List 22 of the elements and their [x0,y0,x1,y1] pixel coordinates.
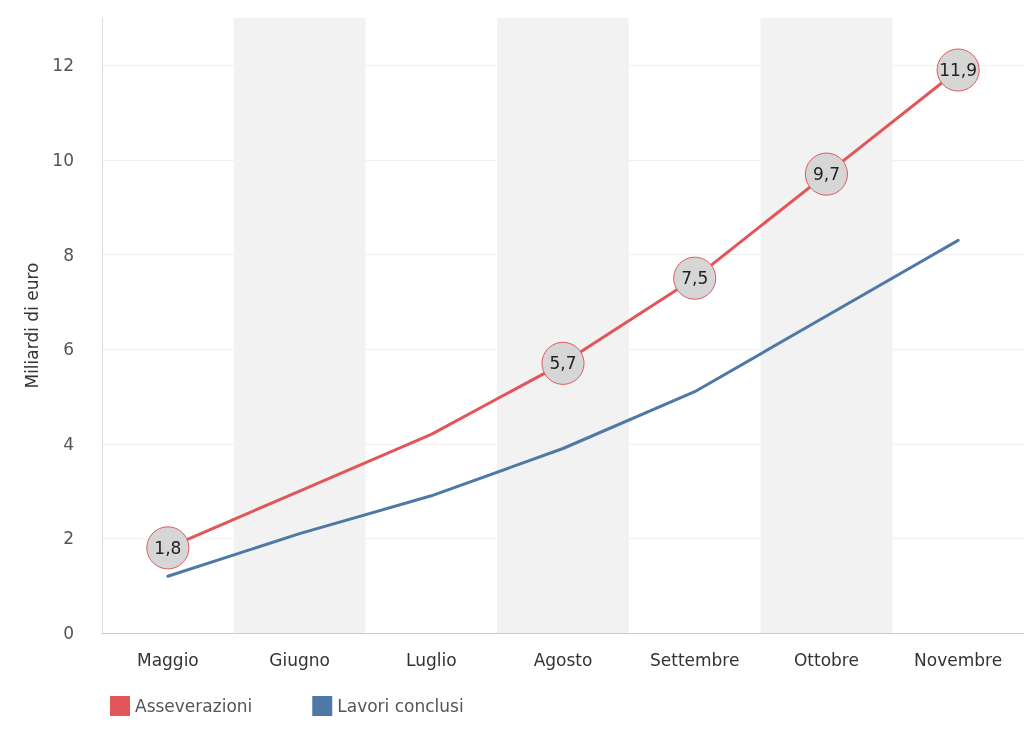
x-tick-label: Luglio [405,649,457,670]
y-tick-label: 12 [52,55,74,76]
data-label: 11,9 [939,60,978,81]
y-tick-label: 10 [52,149,74,170]
y-tick-label: 2 [63,528,74,549]
legend-label: Lavori conclusi [337,696,464,716]
data-label: 5,7 [549,353,577,374]
data-label: 9,7 [812,164,840,185]
x-tick-label: Agosto [533,649,593,670]
x-tick-label: Ottobre [793,649,859,670]
x-tick-label: Settembre [649,649,740,670]
x-tick-label: Novembre [914,649,1003,670]
y-tick-label: 4 [63,433,74,454]
x-tick-label: Maggio [136,649,199,670]
y-tick-label: 0 [63,623,74,643]
y-tick-label: 6 [63,339,74,360]
data-label: 7,5 [681,268,709,289]
y-axis-title: Miliardi di euro [21,262,42,389]
x-tick-label: Giugno [269,649,330,670]
legend-label: Asseverazioni [135,696,253,716]
y-tick-label: 8 [63,244,74,265]
data-label: 1,8 [154,537,182,558]
